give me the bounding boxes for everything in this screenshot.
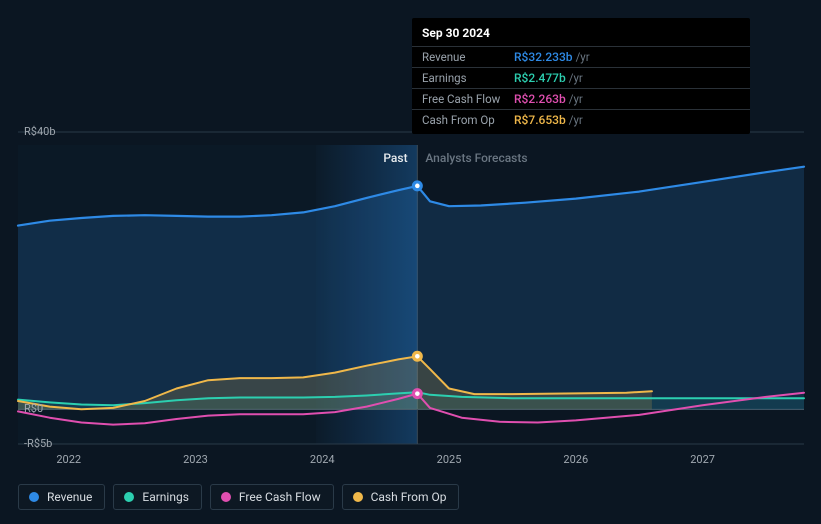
region-label-past: Past xyxy=(383,151,407,165)
tooltip-row-value: R$32.233b xyxy=(514,50,573,64)
data-tooltip: Sep 30 2024 RevenueR$32.233b/yrEarningsR… xyxy=(412,18,750,134)
tooltip-row-label: Free Cash Flow xyxy=(422,92,514,106)
legend-label: Free Cash Flow xyxy=(239,490,321,504)
legend-dot xyxy=(353,492,363,502)
x-tick-label: 2024 xyxy=(310,453,335,466)
tooltip-row-value: R$2.477b xyxy=(514,71,566,85)
x-tick-label: 2025 xyxy=(437,453,462,466)
tooltip-row-suffix: /yr xyxy=(576,50,590,64)
tooltip-row: RevenueR$32.233b/yr xyxy=(412,46,750,67)
tooltip-row: EarningsR$2.477b/yr xyxy=(412,67,750,88)
tooltip-row-label: Revenue xyxy=(422,50,514,64)
legend-dot xyxy=(221,492,231,502)
x-tick-label: 2026 xyxy=(563,453,588,466)
y-tick-label: R$40b xyxy=(24,125,56,138)
legend-item-revenue[interactable]: Revenue xyxy=(18,484,105,510)
financials-chart: -R$5b R$0 R$40b 2022 2023 2024 2025 2026 2027 P… xyxy=(0,0,821,524)
legend-label: Earnings xyxy=(142,490,189,504)
legend-dot xyxy=(29,492,39,502)
legend-dot xyxy=(124,492,134,502)
tooltip-row: Free Cash FlowR$2.263b/yr xyxy=(412,88,750,109)
tooltip-row-suffix: /yr xyxy=(569,71,583,85)
legend-item-cash-from-op[interactable]: Cash From Op xyxy=(342,484,460,510)
tooltip-row-label: Earnings xyxy=(422,71,514,85)
tooltip-row-suffix: /yr xyxy=(569,113,583,127)
legend-label: Cash From Op xyxy=(371,490,447,504)
x-tick-label: 2027 xyxy=(690,453,715,466)
y-tick-label: R$0 xyxy=(24,402,43,415)
region-label-forecast: Analysts Forecasts xyxy=(425,151,527,165)
x-tick-label: 2022 xyxy=(56,453,81,466)
tooltip-row-value: R$2.263b xyxy=(514,92,566,106)
tooltip-row-suffix: /yr xyxy=(569,92,583,106)
legend-item-free-cash-flow[interactable]: Free Cash Flow xyxy=(210,484,334,510)
tooltip-date: Sep 30 2024 xyxy=(412,26,750,46)
legend-item-earnings[interactable]: Earnings xyxy=(113,484,202,510)
tooltip-row-label: Cash From Op xyxy=(422,113,514,127)
y-tick-label: -R$5b xyxy=(24,437,52,450)
x-tick-label: 2023 xyxy=(183,453,208,466)
chart-legend: Revenue Earnings Free Cash Flow Cash From O… xyxy=(18,484,459,510)
tooltip-row-value: R$7.653b xyxy=(514,113,566,127)
legend-label: Revenue xyxy=(47,490,92,504)
tooltip-row: Cash From OpR$7.653b/yr xyxy=(412,109,750,130)
